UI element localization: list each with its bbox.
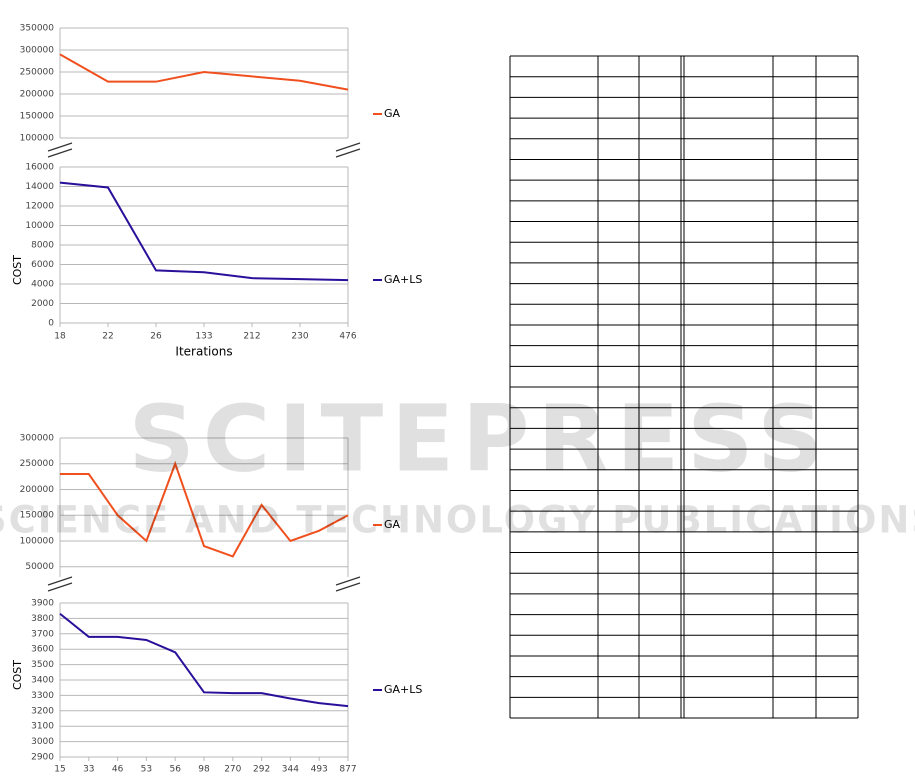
y-tick-label: 3500 [31,660,54,670]
x-tick-label: 493 [311,765,328,775]
y-tick-label: 0 [48,319,54,329]
x-tick-label: 15 [54,765,65,775]
y-tick-label: 8000 [31,241,54,251]
x-tick-label: 877 [339,765,356,775]
y-tick-label: 150000 [20,112,55,122]
y-tick-label: 3600 [31,645,54,655]
x-tick-label: 98 [198,765,210,775]
series-line [60,460,349,558]
x-tick-label: 22 [102,332,113,342]
series-line [59,53,349,91]
axis-break [335,576,361,586]
x-tick-label: 46 [112,765,124,775]
watermark-title: SCITEPRESS [128,385,831,492]
y-tick-label: 3900 [31,599,54,609]
y-tick-label: 3800 [31,614,54,624]
watermark-subtitle: SCIENCE AND TECHNOLOGY PUBLICATIONS [0,499,915,542]
x-tick-label: 56 [169,765,181,775]
axis-break [335,148,361,158]
axis-break [47,148,73,158]
x-tick-label: 53 [141,765,152,775]
axis-break [47,142,73,152]
y-tick-label: 14000 [25,182,54,192]
y-tick-label: 2000 [31,299,54,309]
legend-label: GA [384,107,401,120]
y-tick-label: 150000 [20,511,55,521]
x-axis-label: Iterations [175,345,232,359]
x-tick-label: 33 [83,765,94,775]
axis-break [335,142,361,152]
y-tick-label: 350000 [20,24,55,34]
empty-table [509,55,859,719]
axis-break [47,582,73,592]
y-tick-label: 12000 [25,202,54,212]
legend-label: GA+LS [384,273,422,286]
axis-break [335,582,361,592]
y-tick-label: 2900 [31,753,54,763]
y-tick-label: 200000 [20,485,55,495]
y-tick-label: 3700 [31,629,54,639]
x-tick-label: 476 [339,332,356,342]
y-tick-label: 4000 [31,280,54,290]
y-tick-label: 250000 [20,459,55,469]
series-line [59,181,349,282]
legend-label: GA+LS [384,683,422,696]
y-tick-label: 3000 [31,737,54,747]
y-tick-label: 300000 [20,46,55,56]
y-tick-label: 10000 [25,221,54,231]
x-tick-label: 26 [150,332,162,342]
y-tick-label: 6000 [31,260,54,270]
series-line [59,612,349,708]
x-tick-label: 212 [243,332,260,342]
y-tick-label: 3300 [31,691,54,701]
x-tick-label: 18 [54,332,66,342]
y-tick-label: 3400 [31,676,54,686]
y-tick-label: 16000 [25,163,54,173]
axis-break [47,576,73,586]
y-axis-label: COST [11,660,24,690]
y-tick-label: 100000 [20,536,55,546]
x-tick-label: 292 [253,765,270,775]
y-tick-label: 3100 [31,722,54,732]
y-tick-label: 250000 [20,68,55,78]
x-tick-label: 230 [291,332,308,342]
y-tick-label: 100000 [20,134,55,144]
y-tick-label: 50000 [25,562,54,572]
legend-label: GA [384,518,401,531]
x-tick-label: 133 [195,332,212,342]
x-tick-label: 344 [282,765,299,775]
y-tick-label: 200000 [20,90,55,100]
y-tick-label: 300000 [20,434,55,444]
y-axis-label: COST [11,255,24,285]
x-tick-label: 270 [224,765,241,775]
y-tick-label: 3200 [31,706,54,716]
